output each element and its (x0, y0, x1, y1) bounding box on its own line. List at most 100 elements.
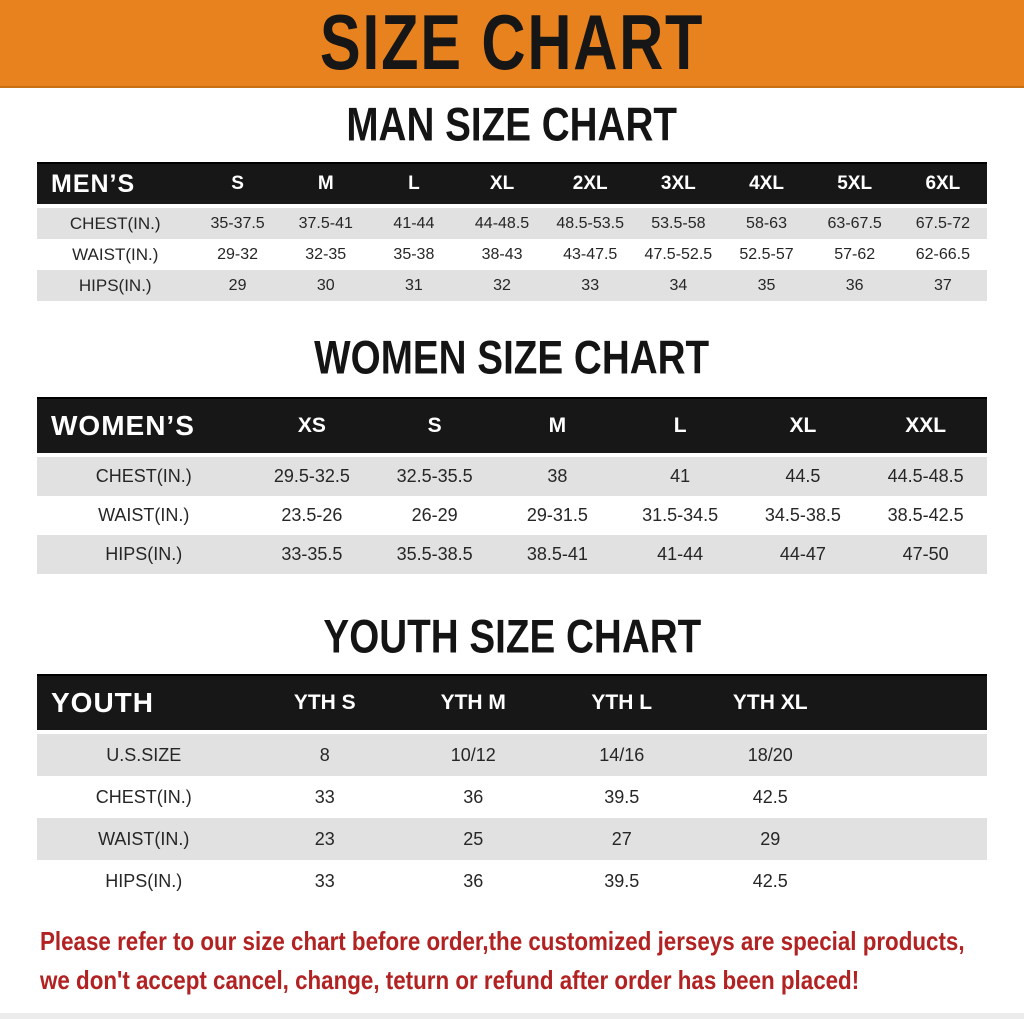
measurement-value: 14/16 (547, 732, 696, 776)
men-section-heading: MAN SIZE CHART (0, 88, 1024, 151)
youth-section-heading: YOUTH SIZE CHART (0, 574, 1024, 663)
measurement-value: 29 (696, 818, 845, 860)
size-column-header: 3XL (634, 162, 723, 208)
measurement-value: 8 (250, 732, 399, 776)
table-header-row: YOUTH YTH S YTH M YTH L YTH XL (37, 674, 987, 734)
size-column-header: S (373, 397, 496, 457)
measurement-value: 67.5-72 (898, 206, 987, 239)
size-column-header: 5XL (810, 162, 899, 208)
measurement-label: CHEST(IN.) (37, 455, 251, 496)
measurement-value: 52.5-57 (722, 239, 811, 270)
measurement-value: 18/20 (696, 732, 845, 776)
size-column-header: XL (457, 162, 547, 208)
measurement-value: 34.5-38.5 (741, 496, 865, 535)
bottom-edge-strip (0, 1013, 1024, 1019)
measurement-value: 33 (546, 270, 635, 301)
blank-spacer-cell (844, 818, 987, 860)
women-size-table-grid: WOMEN’S XS S M L XL XXL CHEST(IN.) 29.5-32.5 32.5… (37, 397, 987, 574)
measurement-label: WAIST(IN.) (37, 496, 251, 535)
men-section-heading-text: MAN SIZE CHART (346, 98, 678, 151)
measurement-label: HIPS(IN.) (37, 270, 194, 301)
measurement-value: 62-66.5 (898, 239, 987, 270)
section-men: MAN SIZE CHART MEN’S S M L XL 2XL 3XL 4XL 5XL 6XL… (0, 88, 1024, 301)
measurement-label: WAIST(IN.) (37, 239, 194, 270)
measurement-label: CHEST(IN.) (37, 776, 251, 818)
measurement-value: 41 (618, 455, 742, 496)
page-title: SIZE CHART (319, 0, 705, 87)
notice-line-2: we don't accept cancel, change, teturn o… (40, 965, 860, 995)
size-column-header: L (369, 162, 458, 208)
measurement-value: 23.5-26 (250, 496, 374, 535)
measurement-value: 42.5 (696, 860, 845, 902)
table-header-row: WOMEN’S XS S M L XL XXL (37, 397, 987, 457)
youth-section-heading-text: YOUTH SIZE CHART (323, 610, 701, 663)
measurement-value: 34 (634, 270, 723, 301)
banner: SIZE CHART (0, 0, 1024, 88)
measurement-value: 33 (250, 776, 399, 818)
table-header-row: MEN’S S M L XL 2XL 3XL 4XL 5XL 6XL (37, 162, 987, 208)
size-column-header: YTH S (250, 674, 399, 734)
measurement-row: WAIST(IN.) 23.5-26 26-29 29-31.5 31.5-34.5 34… (37, 496, 987, 535)
notice-line-1: Please refer to our size chart before or… (40, 926, 965, 956)
measurement-value: 10/12 (399, 732, 548, 776)
measurement-label: WAIST(IN.) (37, 818, 251, 860)
measurement-value: 47.5-52.5 (634, 239, 723, 270)
measurement-value: 35-38 (369, 239, 458, 270)
section-youth: YOUTH SIZE CHART YOUTH YTH S YTH M YTH L YTH… (0, 574, 1024, 902)
size-column-header: M (281, 162, 370, 208)
measurement-value: 36 (399, 776, 548, 818)
measurement-value: 48.5-53.5 (546, 206, 635, 239)
measurement-value: 30 (281, 270, 370, 301)
measurement-value: 44-47 (741, 535, 865, 574)
blank-spacer-cell (844, 732, 987, 776)
blank-spacer-cell (844, 674, 987, 734)
measurement-value: 31.5-34.5 (618, 496, 742, 535)
measurement-value: 38.5-41 (496, 535, 619, 574)
measurement-row: CHEST(IN.) 35-37.5 37.5-41 41-44 44-48.5 48.5… (37, 206, 987, 239)
measurement-label: HIPS(IN.) (37, 860, 251, 902)
measurement-value: 36 (399, 860, 548, 902)
size-column-header: M (496, 397, 619, 457)
measurement-value: 33 (250, 860, 399, 902)
measurement-value: 25 (399, 818, 548, 860)
measurement-value: 32.5-35.5 (373, 455, 496, 496)
measurement-row: WAIST(IN.) 29-32 32-35 35-38 38-43 43-47.5 47.… (37, 239, 987, 270)
size-column-header: XXL (864, 397, 987, 457)
size-column-header: L (618, 397, 742, 457)
measurement-row: U.S.SIZE 8 10/12 14/16 18/20 (37, 732, 987, 776)
size-column-header: YTH XL (696, 674, 845, 734)
men-size-table: MEN’S S M L XL 2XL 3XL 4XL 5XL 6XL CHEST(IN.) 35-37… (0, 162, 1024, 301)
measurement-row: HIPS(IN.) 33-35.5 35.5-38.5 38.5-41 41-44 44-… (37, 535, 987, 574)
measurement-row: HIPS(IN.) 29 30 31 32 33 34 35 36 37 (37, 270, 987, 301)
size-column-header: 6XL (898, 162, 987, 208)
size-column-header: XS (250, 397, 374, 457)
measurement-label: HIPS(IN.) (37, 535, 251, 574)
women-size-table: WOMEN’S XS S M L XL XXL CHEST(IN.) 29.5-32.5 32.5… (0, 397, 1024, 574)
measurement-value: 33-35.5 (250, 535, 374, 574)
measurement-row: WAIST(IN.) 23 25 27 29 (37, 818, 987, 860)
footer-notice: Please refer to our size chart before or… (0, 922, 1024, 1000)
measurement-value: 57-62 (810, 239, 899, 270)
blank-spacer-cell (844, 776, 987, 818)
size-column-header: 4XL (722, 162, 811, 208)
measurement-value: 27 (547, 818, 696, 860)
measurement-value: 41-44 (369, 206, 458, 239)
measurement-label: CHEST(IN.) (37, 206, 194, 239)
measurement-value: 41-44 (618, 535, 742, 574)
table-corner-label: YOUTH (37, 674, 251, 734)
size-column-header: XL (741, 397, 865, 457)
measurement-value: 44.5 (741, 455, 865, 496)
measurement-value: 44.5-48.5 (864, 455, 987, 496)
size-column-header: S (193, 162, 282, 208)
measurement-value: 35 (722, 270, 811, 301)
measurement-value: 36 (810, 270, 899, 301)
measurement-value: 58-63 (722, 206, 811, 239)
table-corner-label: WOMEN’S (37, 397, 251, 457)
men-size-table-grid: MEN’S S M L XL 2XL 3XL 4XL 5XL 6XL CHEST(IN.) 35-37… (37, 162, 987, 301)
measurement-value: 63-67.5 (810, 206, 899, 239)
table-corner-label: MEN’S (37, 162, 194, 208)
measurement-value: 47-50 (864, 535, 987, 574)
measurement-value: 37 (898, 270, 987, 301)
size-column-header: 2XL (546, 162, 635, 208)
measurement-value: 37.5-41 (281, 206, 370, 239)
